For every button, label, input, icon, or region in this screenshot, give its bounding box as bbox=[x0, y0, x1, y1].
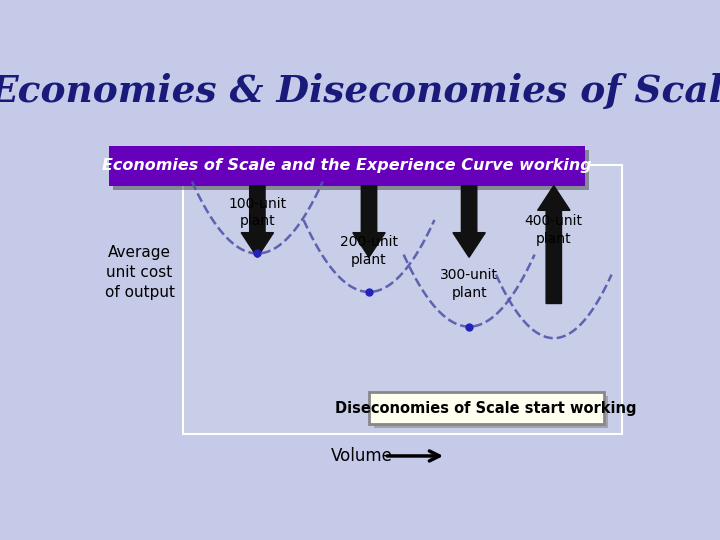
Text: Average
unit cost
of output: Average unit cost of output bbox=[104, 245, 174, 300]
Text: Economies of Scale and the Experience Curve working: Economies of Scale and the Experience Cu… bbox=[102, 158, 592, 173]
Polygon shape bbox=[538, 186, 570, 303]
FancyBboxPatch shape bbox=[374, 396, 608, 428]
Text: Diseconomies of Scale start working: Diseconomies of Scale start working bbox=[336, 401, 636, 416]
Text: 300-unit
plant: 300-unit plant bbox=[440, 268, 498, 300]
Text: Volume: Volume bbox=[330, 447, 392, 465]
Text: Economies & Diseconomies of Scale: Economies & Diseconomies of Scale bbox=[0, 73, 720, 110]
FancyBboxPatch shape bbox=[369, 392, 604, 424]
Polygon shape bbox=[353, 186, 385, 257]
FancyBboxPatch shape bbox=[113, 150, 589, 190]
Text: 200-unit
plant: 200-unit plant bbox=[340, 235, 398, 267]
FancyBboxPatch shape bbox=[109, 146, 585, 186]
FancyBboxPatch shape bbox=[183, 165, 621, 434]
Polygon shape bbox=[453, 186, 485, 257]
Text: 400-unit
plant: 400-unit plant bbox=[525, 214, 582, 246]
Text: 100-unit
plant: 100-unit plant bbox=[228, 197, 287, 228]
Polygon shape bbox=[241, 186, 274, 257]
